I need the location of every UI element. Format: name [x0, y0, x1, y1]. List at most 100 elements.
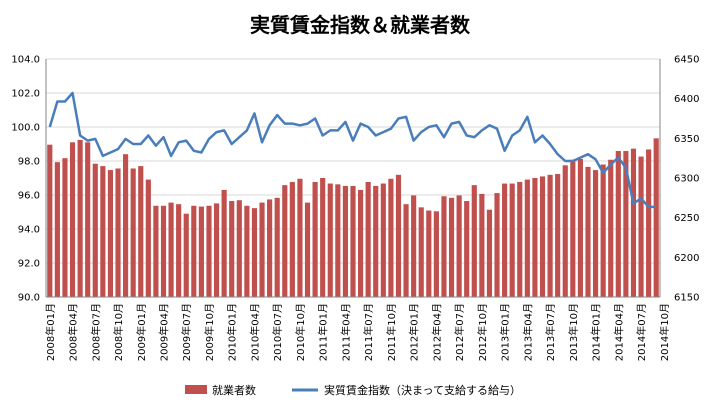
bar [77, 139, 83, 297]
bar [213, 203, 220, 297]
bar [517, 181, 523, 297]
x-tick-label: 2008年10月 [112, 303, 125, 361]
bar [433, 211, 439, 297]
axes [45, 59, 661, 298]
x-tick-label: 2013年10月 [567, 303, 580, 361]
x-tick-label: 2008年01月 [44, 303, 57, 361]
bar [69, 142, 76, 297]
bar [335, 184, 341, 297]
bar [418, 207, 424, 297]
bar [267, 199, 273, 297]
bar [585, 166, 591, 297]
left-tick-label: 92.0 [18, 259, 40, 270]
left-tick-label: 90.0 [18, 293, 40, 304]
bar [160, 205, 167, 297]
x-tick-label: 2012年04月 [430, 303, 443, 361]
bar [547, 174, 553, 297]
legend-label-line: 実質賃金指数（決まって支給する給与） [324, 383, 521, 397]
x-tick-label: 2011年10月 [385, 303, 398, 361]
bar [456, 195, 462, 297]
bar [539, 176, 546, 297]
x-tick-label: 2009年07月 [180, 303, 193, 361]
bar [191, 205, 197, 297]
bar [92, 163, 98, 297]
bar [426, 210, 432, 297]
right-tick-label: 6250 [674, 213, 699, 224]
bar [289, 181, 295, 297]
x-tick-label: 2009年10月 [203, 303, 216, 361]
bar [176, 204, 182, 297]
bar [358, 189, 364, 297]
bar [304, 202, 311, 297]
bar [297, 178, 303, 297]
right-tick-label: 6450 [674, 55, 699, 66]
bar [85, 142, 91, 297]
x-tick-label: 2009年01月 [135, 303, 148, 361]
x-tick-label: 2010年01月 [226, 303, 239, 361]
legend: 就業者数 実質賃金指数（決まって支給する給与） [185, 383, 521, 397]
x-tick-label: 2012年01月 [408, 303, 421, 361]
right-tick-label: 6350 [674, 134, 699, 145]
x-tick-label: 2012年10月 [476, 303, 489, 361]
bar [206, 205, 212, 297]
bar [380, 183, 386, 297]
line-series [48, 91, 657, 209]
right-tick-label: 6200 [674, 253, 699, 264]
bar [153, 205, 159, 297]
bar [615, 151, 621, 297]
bar [623, 151, 629, 297]
left-tick-label: 102.0 [11, 89, 40, 100]
bar [570, 159, 576, 297]
left-tick-label: 96.0 [18, 191, 40, 202]
bar [448, 197, 455, 297]
bar [236, 200, 242, 297]
right-tick-label: 6300 [674, 174, 699, 185]
bar [312, 181, 318, 297]
right-tick-label: 6150 [674, 293, 699, 304]
bar [183, 213, 189, 297]
bar [653, 138, 659, 297]
x-tick-label: 2013年01月 [499, 303, 512, 361]
bar [577, 158, 583, 297]
x-tick-label: 2008年04月 [67, 303, 80, 361]
bar [592, 170, 599, 297]
x-tick-label: 2013年04月 [521, 303, 534, 361]
bar [509, 183, 515, 297]
legend-swatch-bar [185, 385, 207, 394]
bar [403, 204, 409, 297]
x-axis-ticks: 2008年01月 2008年04月 2008年07月 2008年10月 2009年01月… [44, 303, 671, 361]
bar [229, 201, 235, 297]
legend-label-bar: 就業者数 [212, 383, 256, 397]
bar [638, 156, 644, 297]
bar [524, 179, 530, 297]
bar [479, 193, 485, 297]
bar [251, 208, 258, 297]
bar [320, 178, 326, 297]
bar [100, 166, 106, 297]
bar [608, 159, 614, 297]
bar [388, 178, 394, 297]
bar [138, 166, 144, 297]
bar [350, 185, 356, 297]
x-tick-label: 2010年04月 [248, 303, 261, 361]
x-tick-label: 2014年04月 [612, 303, 625, 361]
bar [123, 154, 129, 297]
bar [502, 183, 508, 297]
bar [47, 144, 53, 297]
bar [555, 174, 561, 297]
bar [274, 197, 280, 297]
bar [532, 178, 538, 297]
bar [244, 205, 250, 297]
bar [441, 196, 447, 297]
bar [630, 148, 637, 297]
bar [327, 183, 333, 297]
left-tick-label: 98.0 [18, 157, 40, 168]
x-tick-label: 2009年04月 [157, 303, 170, 361]
bar [130, 168, 136, 297]
bar [168, 202, 174, 297]
right-axis-ticks: 6150 6200 6250 6300 6350 6400 6450 [674, 55, 699, 304]
right-tick-label: 6400 [674, 94, 699, 105]
bar [62, 158, 68, 297]
